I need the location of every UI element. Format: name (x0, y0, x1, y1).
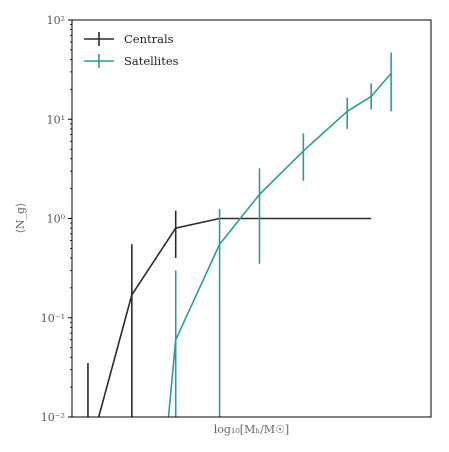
y-tick-label: 10⁻² (41, 411, 65, 424)
legend: Centrals Satellites (84, 32, 179, 68)
y-tick-label: 10¹ (47, 113, 65, 126)
series-line-satellites (167, 72, 392, 417)
y-tick-label: 10⁰ (47, 213, 66, 226)
legend-item-satellites: Satellites (84, 54, 179, 68)
legend-label-satellites: Satellites (124, 54, 179, 68)
legend-item-centrals: Centrals (84, 32, 174, 46)
y-tick-label: 10² (47, 14, 65, 27)
legend-label-centrals: Centrals (124, 32, 174, 46)
plot-content (87, 52, 392, 417)
series-centrals (87, 210, 372, 417)
x-axis-label: log₁₀[Mₕ/M☉] (214, 423, 289, 436)
y-axis-ticks: 10⁻² 10⁻¹ 10⁰ 10¹ 10² (41, 14, 72, 424)
y-tick-label: 10⁻¹ (41, 312, 65, 325)
y-axis-label: ⟨N_g⟩ (14, 203, 27, 234)
series-satellites (167, 52, 392, 417)
